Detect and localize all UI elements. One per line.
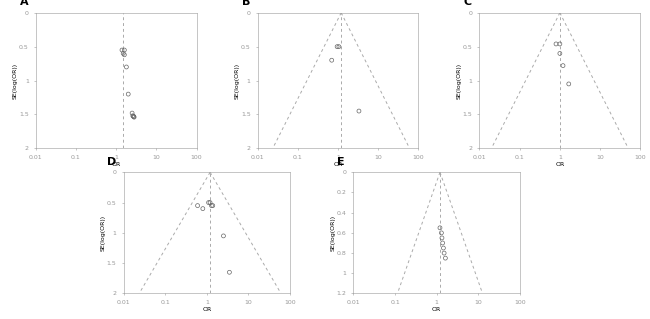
Point xyxy=(436,230,447,235)
Point xyxy=(119,52,129,57)
Point xyxy=(127,110,137,115)
Point xyxy=(326,58,337,63)
Point xyxy=(437,241,448,246)
Point xyxy=(118,51,129,56)
Text: C: C xyxy=(463,0,471,7)
Point xyxy=(205,200,215,205)
Point xyxy=(192,203,203,208)
Point xyxy=(198,206,208,211)
Point xyxy=(224,270,235,275)
Point xyxy=(129,114,139,119)
Point xyxy=(127,113,138,118)
Point xyxy=(206,203,216,208)
Point xyxy=(437,235,447,241)
Point xyxy=(129,115,139,120)
Point xyxy=(354,108,364,114)
Point xyxy=(435,225,445,230)
Text: E: E xyxy=(337,157,344,167)
Point xyxy=(332,44,343,49)
Text: A: A xyxy=(20,0,29,7)
Point xyxy=(121,64,131,70)
Point xyxy=(564,81,574,86)
Y-axis label: SE(log(OR)): SE(log(OR)) xyxy=(100,215,105,251)
Point xyxy=(440,256,450,261)
Y-axis label: SE(log(OR)): SE(log(OR)) xyxy=(235,63,240,99)
Point xyxy=(438,246,448,251)
Point xyxy=(439,250,449,256)
Point xyxy=(207,203,218,208)
Text: B: B xyxy=(242,0,250,7)
X-axis label: OR: OR xyxy=(202,307,211,312)
Point xyxy=(123,92,133,97)
X-axis label: OR: OR xyxy=(333,162,343,167)
Point xyxy=(117,48,127,53)
Point xyxy=(554,51,565,56)
Point xyxy=(554,41,565,47)
Point xyxy=(119,48,129,53)
Point xyxy=(128,114,138,119)
Point xyxy=(558,63,568,68)
Y-axis label: SE(log(OR)): SE(log(OR)) xyxy=(330,215,335,251)
X-axis label: OR: OR xyxy=(112,162,121,167)
X-axis label: OR: OR xyxy=(555,162,564,167)
Y-axis label: SE(log(OR)): SE(log(OR)) xyxy=(456,63,461,99)
Text: D: D xyxy=(107,157,116,167)
Point xyxy=(551,41,561,47)
Point xyxy=(333,44,344,49)
Point xyxy=(203,200,214,205)
X-axis label: OR: OR xyxy=(432,307,441,312)
Point xyxy=(218,234,229,239)
Y-axis label: SE(log(OR)): SE(log(OR)) xyxy=(12,63,18,99)
